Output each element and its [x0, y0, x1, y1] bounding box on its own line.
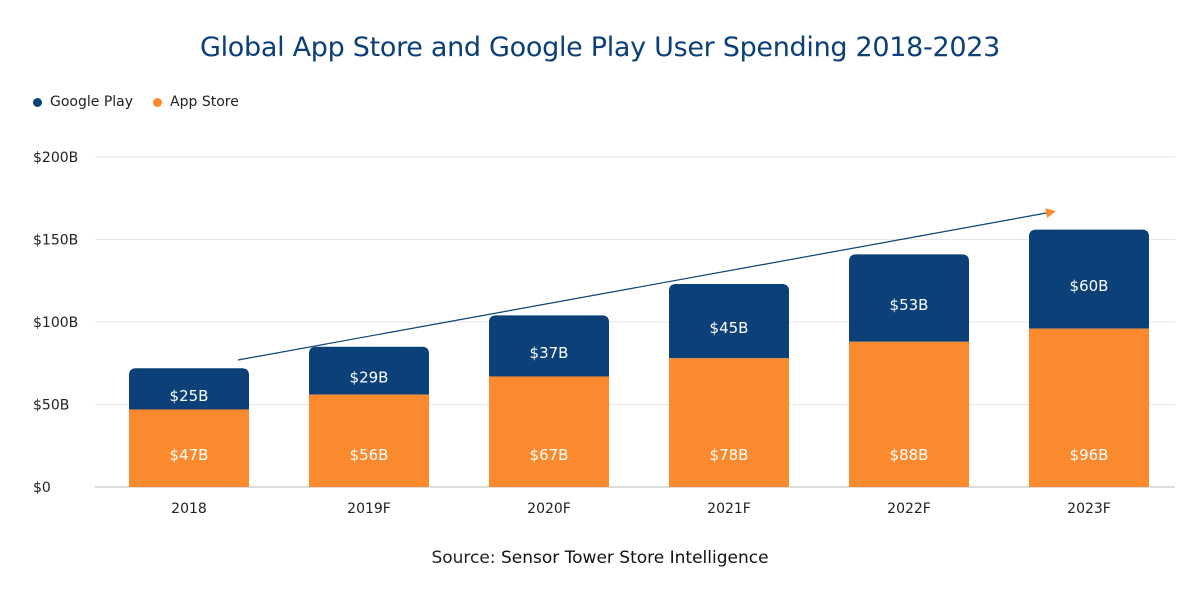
- legend-item-google-play: Google Play: [33, 94, 133, 110]
- legend-label: App Store: [170, 94, 239, 110]
- y-tick-label: $0: [33, 480, 51, 496]
- bar-label-app-store: $67B: [530, 446, 569, 464]
- bar-label-google-play: $60B: [1070, 277, 1109, 295]
- google-play-dot-icon: [33, 97, 42, 107]
- y-tick-label: $50B: [33, 398, 69, 414]
- bar-label-app-store: $88B: [890, 446, 929, 464]
- trend-arrow: [237, 208, 1056, 361]
- x-tick-label: 2021F: [707, 501, 751, 517]
- bar-label-app-store: $47B: [170, 446, 209, 464]
- y-tick-label: $150B: [33, 233, 78, 249]
- chart-title: Global App Store and Google Play User Sp…: [199, 32, 1001, 63]
- x-tick-label: 2023F: [1067, 501, 1111, 517]
- bar-google-play: [849, 254, 969, 342]
- bar-app-store: [669, 358, 789, 487]
- source-note: Source: Sensor Tower Store Intelligence: [0, 548, 1200, 568]
- bar-label-google-play: $45B: [710, 319, 749, 337]
- x-tick-label: 2022F: [887, 501, 931, 517]
- legend-item-app-store: App Store: [153, 94, 239, 110]
- bar-label-google-play: $29B: [350, 369, 389, 387]
- bar-app-store: [129, 409, 249, 487]
- x-tick-label: 2018: [171, 501, 207, 517]
- bar-google-play: [129, 368, 249, 410]
- x-tick-label: 2020F: [527, 501, 571, 517]
- source-prefix: Source:: [431, 548, 496, 568]
- bar-label-app-store: $96B: [1070, 446, 1109, 464]
- bar-label-google-play: $53B: [890, 296, 929, 314]
- legend-label: Google Play: [50, 94, 134, 110]
- bar-label-app-store: $56B: [350, 446, 389, 464]
- bar-google-play: [309, 346, 429, 395]
- bar-google-play: [669, 284, 789, 359]
- bar-google-play: [1029, 229, 1149, 329]
- bar-label-app-store: $78B: [710, 446, 749, 464]
- bar-google-play: [489, 315, 609, 377]
- app-store-dot-icon: [153, 97, 163, 107]
- bar-label-google-play: $25B: [170, 387, 209, 405]
- legend: Google Play App Store: [33, 94, 239, 110]
- bar-app-store: [309, 394, 429, 487]
- bar-app-store: [489, 376, 609, 487]
- bar-app-store: [1029, 328, 1149, 487]
- x-tick-label: 2019F: [347, 501, 391, 517]
- y-tick-label: $200B: [33, 150, 78, 166]
- y-tick-label: $100B: [33, 315, 78, 331]
- bar-label-google-play: $37B: [530, 344, 569, 362]
- bar-app-store: [849, 341, 969, 487]
- source-name: Sensor Tower Store Intelligence: [500, 548, 769, 568]
